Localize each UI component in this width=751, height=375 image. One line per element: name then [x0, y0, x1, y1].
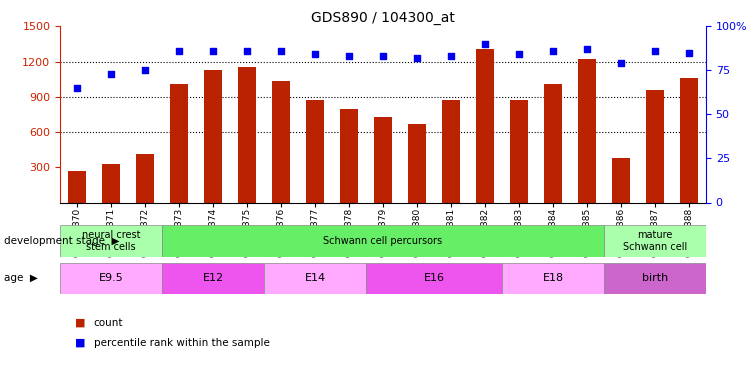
Point — [649, 48, 661, 54]
Bar — [162, 225, 604, 257]
Bar — [264, 262, 366, 294]
Title: GDS890 / 104300_at: GDS890 / 104300_at — [311, 11, 455, 25]
Text: count: count — [94, 318, 123, 327]
Bar — [204, 70, 222, 202]
Point — [513, 51, 525, 57]
Bar — [60, 225, 162, 257]
Point — [445, 53, 457, 59]
Point — [411, 55, 423, 61]
Text: neural crest
stem cells: neural crest stem cells — [82, 230, 140, 252]
Text: E18: E18 — [542, 273, 563, 284]
Text: ■: ■ — [75, 318, 86, 327]
Bar — [339, 108, 358, 202]
Bar — [60, 262, 162, 294]
Bar — [162, 262, 264, 294]
Point — [71, 85, 83, 91]
Point — [615, 60, 627, 66]
Bar — [408, 124, 427, 202]
Point — [479, 41, 491, 47]
Text: E9.5: E9.5 — [98, 273, 123, 284]
Bar — [136, 154, 155, 203]
Text: percentile rank within the sample: percentile rank within the sample — [94, 338, 270, 348]
Bar — [442, 100, 460, 202]
Point — [343, 53, 355, 59]
Bar — [510, 100, 528, 202]
Bar — [646, 90, 665, 202]
Bar — [101, 164, 120, 202]
Text: birth: birth — [642, 273, 668, 284]
Bar — [68, 171, 86, 202]
Text: mature
Schwann cell: mature Schwann cell — [623, 230, 687, 252]
Bar — [170, 84, 189, 203]
Bar — [366, 262, 502, 294]
Point — [173, 48, 185, 54]
Point — [241, 48, 253, 54]
Point — [139, 68, 151, 74]
Text: age  ▶: age ▶ — [4, 273, 38, 283]
Text: Schwann cell percursors: Schwann cell percursors — [324, 236, 442, 246]
Text: development stage  ▶: development stage ▶ — [4, 236, 119, 246]
Bar — [680, 78, 698, 203]
Bar — [502, 262, 604, 294]
Point — [275, 48, 287, 54]
Point — [207, 48, 219, 54]
Bar — [306, 100, 324, 202]
Point — [309, 51, 321, 57]
Bar — [604, 225, 706, 257]
Bar — [611, 158, 630, 203]
Bar — [475, 49, 494, 202]
Text: ■: ■ — [75, 338, 86, 348]
Bar — [272, 81, 291, 203]
Point — [377, 53, 389, 59]
Text: E12: E12 — [203, 273, 224, 284]
Bar — [237, 67, 256, 203]
Point — [547, 48, 559, 54]
Text: E16: E16 — [424, 273, 445, 284]
Point — [581, 46, 593, 52]
Point — [105, 71, 117, 77]
Bar — [578, 59, 596, 202]
Point — [683, 50, 695, 56]
Bar — [544, 84, 562, 203]
Text: E14: E14 — [304, 273, 326, 284]
Bar — [604, 262, 706, 294]
Bar — [374, 117, 392, 202]
